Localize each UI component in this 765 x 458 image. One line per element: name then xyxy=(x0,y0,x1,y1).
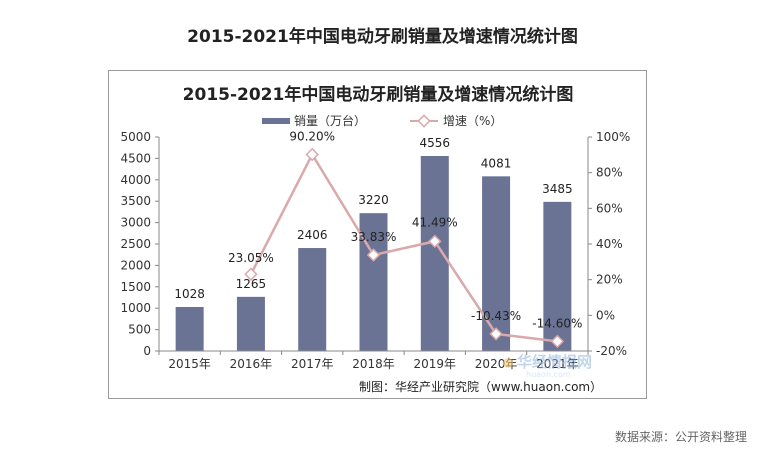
legend-diamond-marker xyxy=(417,114,431,128)
source-note: 数据来源：公开资料整理 xyxy=(614,430,747,444)
y-left-tick-label-8: 4000 xyxy=(120,173,151,187)
growth-label-2: 90.20% xyxy=(289,129,335,143)
y-left-tick-label-10: 5000 xyxy=(120,130,151,144)
bar-0 xyxy=(175,307,204,351)
bar-2 xyxy=(298,248,327,351)
bar-value-label-4: 4556 xyxy=(420,136,451,150)
bar-5 xyxy=(482,176,511,351)
y-right-tick-label-1: 0% xyxy=(596,308,615,322)
bar-4 xyxy=(420,156,449,351)
growth-point-1 xyxy=(244,267,258,281)
x-tick-label-6: 2021年 xyxy=(536,357,579,371)
y-left-tick-label-5: 2500 xyxy=(120,237,151,251)
growth-point-5 xyxy=(489,327,503,341)
y-right-tick-label-3: 40% xyxy=(596,237,623,251)
watermark-brand: 华经情报网 xyxy=(517,353,592,371)
growth-label-3: 33.83% xyxy=(351,230,397,244)
y-right-tick-label-0: -20% xyxy=(596,344,627,358)
growth-point-6 xyxy=(550,334,565,349)
y-right-tick-label-5: 80% xyxy=(596,166,623,180)
bar-3 xyxy=(359,213,388,351)
growth-line xyxy=(249,151,558,343)
legend: 销量（万台） 增速（%） xyxy=(262,113,502,128)
bar-6 xyxy=(543,201,572,351)
growth-label-4: 41.49% xyxy=(412,215,458,229)
bar-value-label-3: 3220 xyxy=(358,193,389,207)
bar-value-label-1: 1265 xyxy=(236,277,267,291)
growth-label-1: 23.05% xyxy=(228,251,274,265)
growth-point-4 xyxy=(428,234,442,249)
watermark: 华经情报网 huaon.com xyxy=(503,353,592,379)
y-right-tick-label-2: 20% xyxy=(596,273,623,287)
chart-credit: 制图：华经产业研究院（www.huaon.com） xyxy=(359,379,602,394)
x-tick-label-1: 2016年 xyxy=(230,357,273,371)
watermark-logo-icon xyxy=(503,358,513,368)
x-tick-label-0: 2015年 xyxy=(168,357,211,371)
x-tick-label-2: 2017年 xyxy=(291,357,334,371)
y-right-tick-label-6: 100% xyxy=(596,130,630,144)
bar-1 xyxy=(236,296,265,351)
x-tick-label-4: 2019年 xyxy=(414,357,457,371)
bar-value-label-5: 4081 xyxy=(481,156,512,170)
page-title: 2015-2021年中国电动牙刷销量及增速情况统计图 xyxy=(187,27,578,47)
y-left-tick-label-9: 4500 xyxy=(120,151,151,165)
y-left-tick-label-4: 2000 xyxy=(120,258,151,272)
legend-line-label: 增速（%） xyxy=(443,114,502,128)
chart-svg: 2015-2021年中国电动牙刷销量及增速情况统计图 销量（万台） 增速（%） … xyxy=(120,84,630,394)
y-left-tick-label-7: 3500 xyxy=(120,194,151,208)
y-left-tick-label-0: 0 xyxy=(143,344,151,358)
chart-frame: 2015-2021年中国电动牙刷销量及增速情况统计图 销量（万台） 增速（%） … xyxy=(108,70,647,399)
growth-label-5: -10.43% xyxy=(471,309,521,323)
y-left-tick-label-3: 1500 xyxy=(120,280,151,294)
growth-point-3 xyxy=(366,248,381,262)
y-left-tick-label-2: 1000 xyxy=(120,301,151,315)
y-right-tick-label-4: 60% xyxy=(596,201,623,215)
bar-value-label-2: 2406 xyxy=(297,228,328,242)
y-left-tick-label-6: 3000 xyxy=(120,216,151,230)
chart-title: 2015-2021年中国电动牙刷销量及增速情况统计图 xyxy=(183,84,574,105)
bars-layer: 1028 1265 2406 3220 4556 4081 3485 xyxy=(174,136,573,351)
line-layer: 23.05% 90.20% 33.83% 41.49% -10.43% -14.60% xyxy=(228,129,582,349)
y-left-tick-label-1: 500 xyxy=(128,323,151,337)
bar-value-label-0: 1028 xyxy=(174,287,205,301)
watermark-url: huaon.com xyxy=(526,370,571,379)
growth-label-6: -14.60% xyxy=(532,316,582,330)
bar-value-label-6: 3485 xyxy=(542,182,573,196)
legend-bar-label: 销量（万台） xyxy=(294,113,366,128)
growth-point-2 xyxy=(305,147,319,162)
axes-layer: 0 500 1000 1500 2000 2500 3000 3500 4000 4500 5000… xyxy=(120,130,630,371)
legend-bar-swatch xyxy=(262,118,290,124)
x-tick-label-3: 2018年 xyxy=(352,357,395,371)
